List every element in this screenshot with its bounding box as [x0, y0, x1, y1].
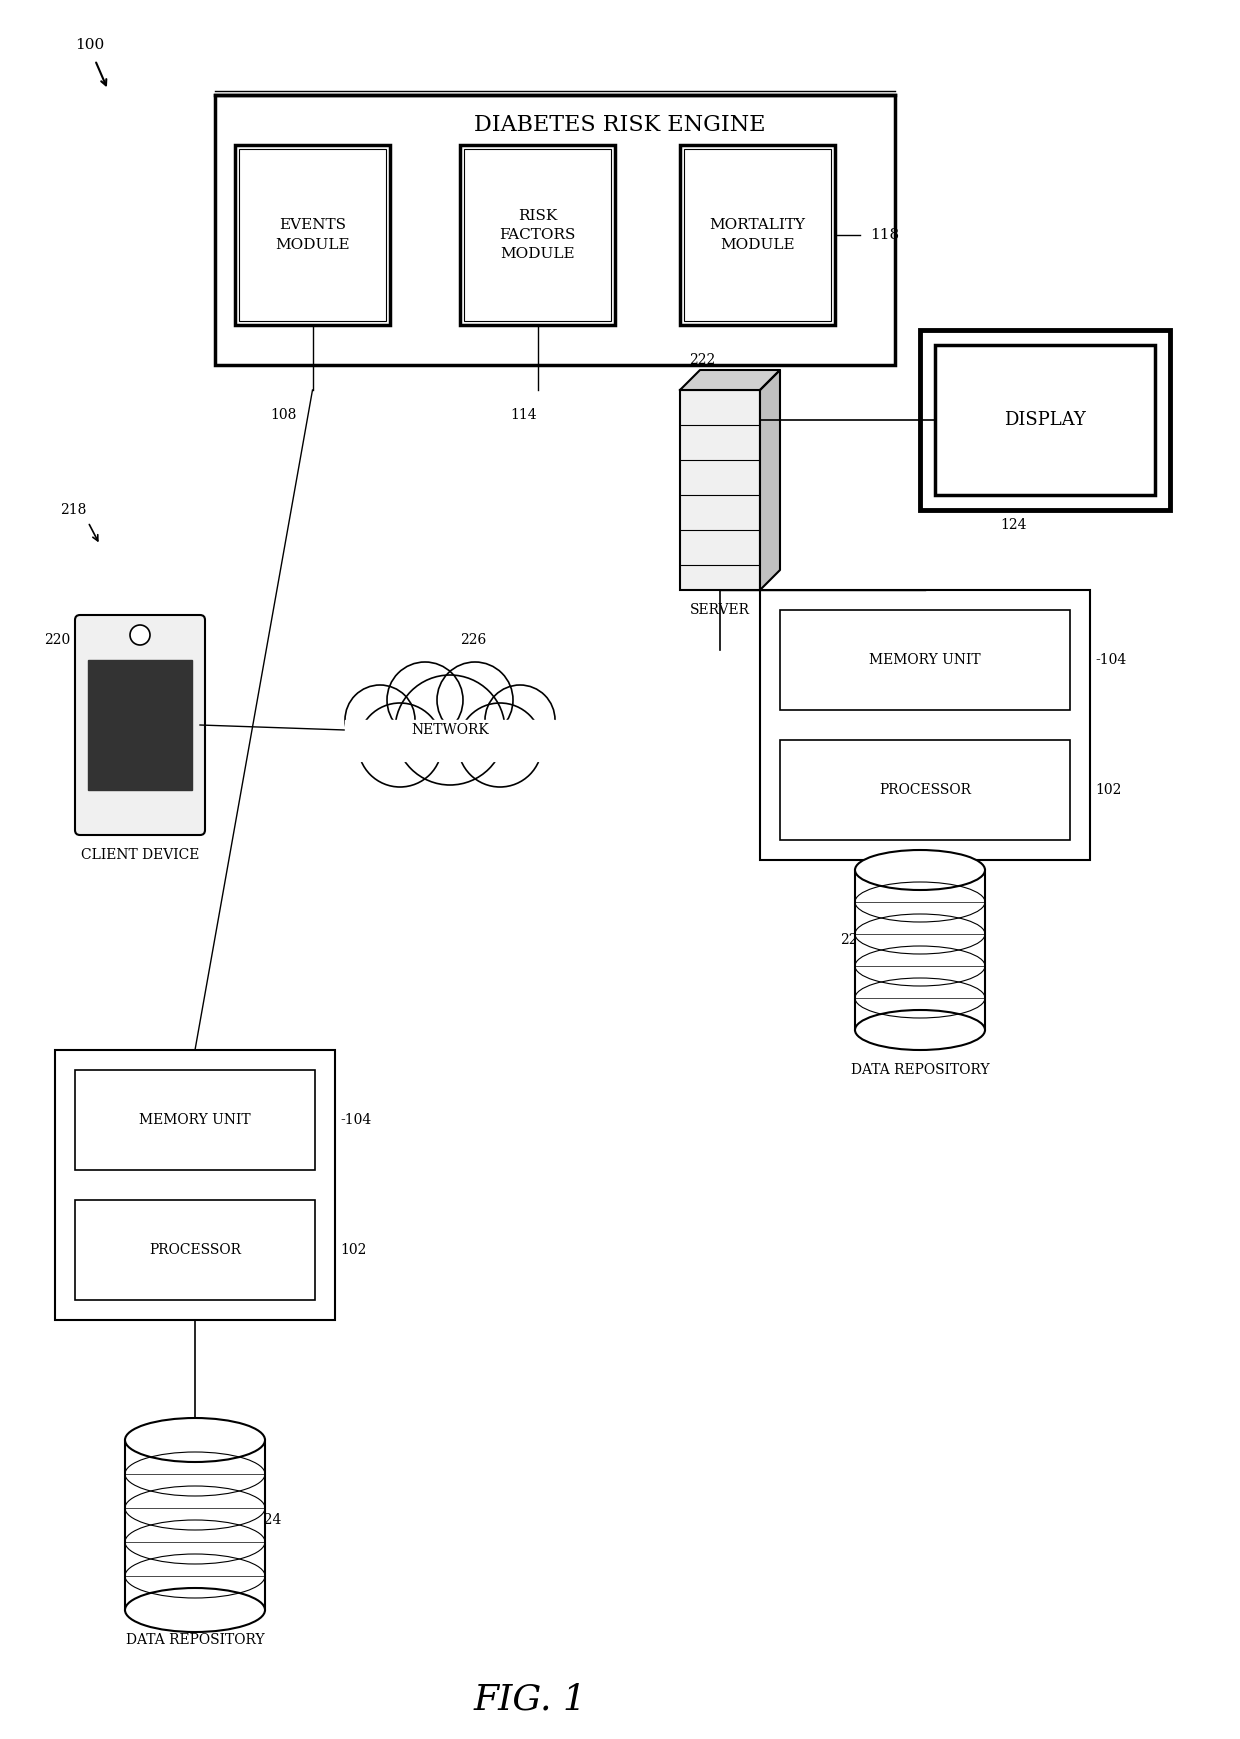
Text: -104: -104 — [1095, 654, 1126, 668]
Text: 100: 100 — [74, 38, 104, 52]
Text: CLIENT DEVICE: CLIENT DEVICE — [81, 849, 200, 863]
Text: EVENTS
MODULE: EVENTS MODULE — [275, 219, 350, 252]
Text: SERVER: SERVER — [689, 603, 750, 617]
Bar — [935, 344, 1154, 496]
Text: MORTALITY
MODULE: MORTALITY MODULE — [709, 219, 806, 252]
Circle shape — [345, 685, 415, 755]
Text: 102: 102 — [1095, 783, 1121, 796]
Text: 224: 224 — [839, 934, 867, 948]
Text: 218: 218 — [60, 503, 87, 516]
Text: 102: 102 — [340, 1243, 366, 1257]
Circle shape — [358, 703, 441, 788]
Text: 124: 124 — [999, 518, 1027, 532]
Bar — [125, 1440, 265, 1610]
Circle shape — [458, 703, 542, 788]
Text: 220: 220 — [43, 633, 69, 647]
Bar — [88, 661, 192, 790]
Circle shape — [396, 675, 505, 784]
Text: MEMORY UNIT: MEMORY UNIT — [869, 654, 981, 668]
Text: -104: -104 — [340, 1113, 371, 1127]
Text: 224: 224 — [255, 1513, 281, 1527]
Bar — [81, 621, 200, 830]
Bar — [920, 330, 1171, 510]
Ellipse shape — [125, 1588, 265, 1631]
Bar — [780, 610, 1070, 710]
Text: NETWORK: NETWORK — [412, 723, 489, 737]
Ellipse shape — [856, 850, 985, 890]
Text: 118: 118 — [870, 228, 899, 242]
Circle shape — [387, 663, 463, 737]
Circle shape — [130, 624, 150, 645]
Text: 222: 222 — [688, 353, 715, 367]
Bar — [460, 144, 615, 325]
Bar — [345, 720, 556, 760]
Text: FIG. 1: FIG. 1 — [474, 1683, 587, 1716]
Bar — [55, 1050, 335, 1320]
Text: MEMORY UNIT: MEMORY UNIT — [139, 1113, 250, 1127]
Bar — [684, 150, 831, 322]
Bar — [760, 590, 1090, 861]
Text: DIABETES RISK ENGINE: DIABETES RISK ENGINE — [474, 115, 766, 136]
Text: RISK
FACTORS
MODULE: RISK FACTORS MODULE — [500, 209, 575, 261]
Text: PROCESSOR: PROCESSOR — [879, 783, 971, 796]
Polygon shape — [680, 370, 780, 390]
FancyBboxPatch shape — [74, 616, 205, 835]
Text: 108: 108 — [270, 409, 296, 423]
Text: DATA REPOSITORY: DATA REPOSITORY — [851, 1063, 990, 1076]
Text: DATA REPOSITORY: DATA REPOSITORY — [125, 1633, 264, 1647]
Text: 114: 114 — [510, 409, 537, 423]
Bar — [680, 144, 835, 325]
Bar — [215, 96, 895, 365]
Ellipse shape — [125, 1417, 265, 1462]
Text: 226: 226 — [460, 633, 486, 647]
Text: DISPLAY: DISPLAY — [1004, 410, 1086, 430]
Bar — [780, 741, 1070, 840]
Circle shape — [485, 685, 556, 755]
Text: PROCESSOR: PROCESSOR — [149, 1243, 241, 1257]
Polygon shape — [760, 370, 780, 590]
Ellipse shape — [856, 1010, 985, 1050]
Bar — [236, 144, 391, 325]
Bar — [680, 390, 760, 590]
Bar — [856, 870, 985, 1029]
Bar — [464, 150, 611, 322]
Bar — [74, 1069, 315, 1170]
Bar — [239, 150, 386, 322]
Bar — [74, 1200, 315, 1301]
Circle shape — [436, 663, 513, 737]
